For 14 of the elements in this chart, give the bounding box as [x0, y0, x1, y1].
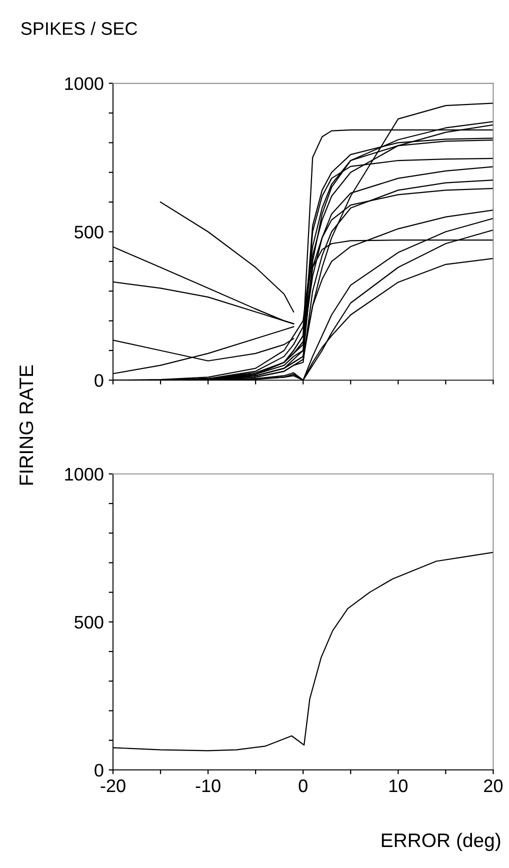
- y-tick-label: 1000: [65, 77, 104, 90]
- y-tick-label: 0: [94, 374, 104, 387]
- x-tick-label: -10: [196, 779, 220, 792]
- y-tick-label: 500: [74, 616, 104, 629]
- x-tick-label: 10: [390, 779, 408, 792]
- x-tick-label: 0: [298, 779, 308, 792]
- y-axis-title: FIRING RATE: [19, 365, 34, 485]
- y-tick-label: 0: [94, 764, 104, 777]
- x-tick-label: 20: [484, 779, 503, 792]
- x-tick-label: -20: [100, 779, 126, 792]
- y-tick-label: 500: [74, 226, 104, 238]
- chart-title: SPIKES / SEC: [21, 22, 138, 35]
- x-axis-title: ERROR (deg): [382, 832, 500, 852]
- y-tick-label: 1000: [65, 468, 104, 481]
